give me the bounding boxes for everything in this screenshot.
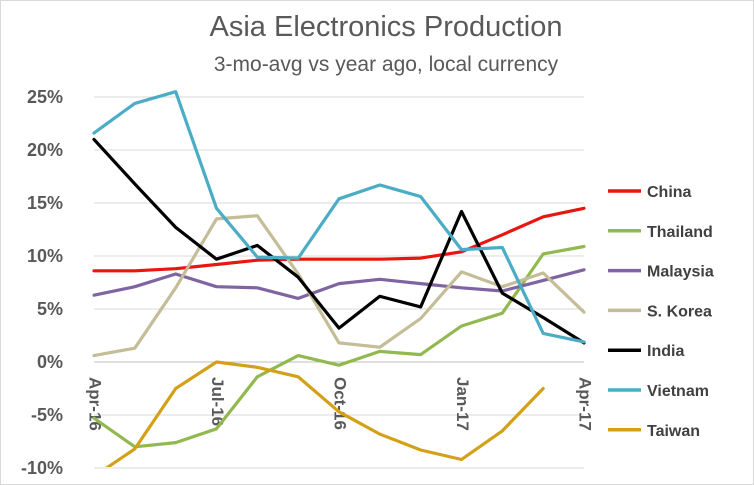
legend-label: Thailand xyxy=(647,224,713,241)
legend-label: China xyxy=(647,184,692,201)
legend-label: Malaysia xyxy=(647,264,714,281)
y-tick-label: -10% xyxy=(21,458,63,478)
series-line-vietnam xyxy=(92,90,586,344)
chart-subtitle: 3-mo-avg vs year ago, local currency xyxy=(213,53,559,76)
legend-label: India xyxy=(647,343,684,360)
legend-label: Taiwan xyxy=(647,423,700,440)
y-tick-label: 20% xyxy=(27,140,63,160)
series-line-s-korea xyxy=(92,214,586,358)
y-tick-label: 10% xyxy=(27,246,63,266)
x-tick-label: Jan-17 xyxy=(453,377,472,431)
x-tick-label: Oct-16 xyxy=(331,377,350,430)
series-line-india xyxy=(92,137,586,345)
legend-label: S. Korea xyxy=(647,303,712,320)
y-tick-label: 0% xyxy=(37,352,63,372)
x-tick-label: Jul-16 xyxy=(208,377,227,426)
series-line-taiwan xyxy=(105,360,545,467)
y-tick-label: -5% xyxy=(31,405,63,425)
x-tick-label: Apr-17 xyxy=(576,377,595,431)
chart-title: Asia Electronics Production xyxy=(209,11,563,43)
x-tick-label: Apr-16 xyxy=(86,377,105,431)
y-tick-label: 15% xyxy=(27,193,63,213)
series-line-china xyxy=(92,206,586,273)
y-tick-label: 5% xyxy=(37,299,63,319)
y-tick-label: 25% xyxy=(27,87,63,107)
series-line-thailand xyxy=(92,244,586,449)
legend-label: Vietnam xyxy=(647,383,709,400)
